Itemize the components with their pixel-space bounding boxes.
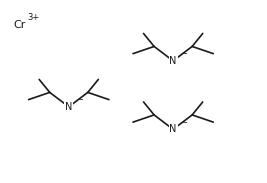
Text: N: N <box>170 124 177 134</box>
Text: Cr: Cr <box>13 20 26 30</box>
Text: N: N <box>170 56 177 66</box>
Text: −: − <box>180 118 187 127</box>
Text: −: − <box>180 50 187 59</box>
Text: −: − <box>76 96 83 104</box>
Text: N: N <box>65 102 72 112</box>
Text: 3+: 3+ <box>27 13 39 22</box>
